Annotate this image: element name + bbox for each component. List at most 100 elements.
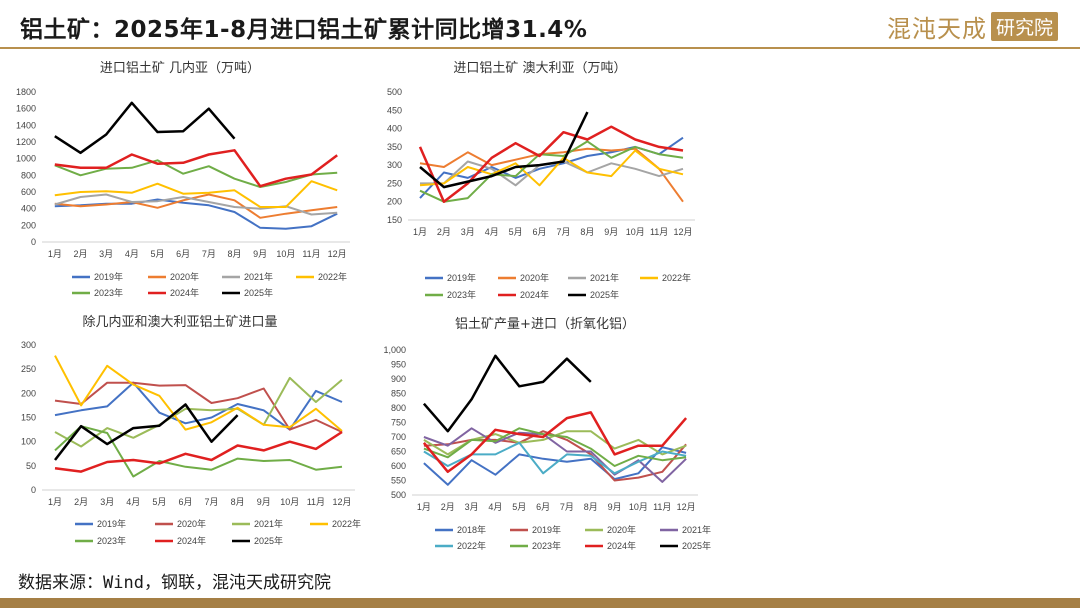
legend-label: 2020年 (607, 524, 636, 535)
x-tick-label: 9月 (253, 249, 267, 259)
y-tick-label: 1000 (16, 154, 36, 164)
series-line-2024年 (422, 411, 688, 474)
legend-label: 2019年 (97, 518, 126, 529)
y-tick-label: 600 (21, 187, 36, 197)
chart-title: 铝土矿产量+进口（折氧化铝） (455, 317, 635, 332)
x-tick-label: 11月 (650, 227, 668, 237)
x-tick-label: 5月 (152, 497, 166, 507)
series-line-2020年 (54, 381, 343, 433)
legend-label: 2025年 (244, 287, 273, 298)
x-tick-label: 1月 (48, 249, 62, 259)
legend-label: 2024年 (520, 289, 549, 300)
chart-title: 进口铝土矿 澳大利亚（万吨） (453, 60, 626, 76)
x-tick-label: 8月 (580, 227, 594, 237)
series-line-2023年 (419, 140, 684, 203)
y-tick-label: 750 (391, 418, 406, 428)
y-tick-label: 1,000 (383, 345, 406, 355)
y-tick-label: 700 (391, 432, 406, 442)
y-tick-label: 1200 (16, 137, 36, 147)
x-tick-label: 4月 (125, 249, 139, 259)
series-line-2021年 (54, 193, 338, 216)
logo-box-text: 研究院 (990, 11, 1058, 41)
legend-label: 2023年 (532, 540, 561, 551)
series-line-2023年 (54, 159, 338, 188)
chart-svg: 进口铝土矿 几内亚（万吨） 0 200 400 600 800 1000 1200 1400 16… (16, 60, 350, 298)
chart-title: 除几内亚和澳大利亚铝土矿进口量 (82, 314, 277, 330)
y-tick-label: 850 (391, 389, 406, 399)
legend-label: 2025年 (682, 540, 711, 551)
legend-label: 2019年 (447, 272, 476, 283)
legend-label: 2023年 (447, 289, 476, 300)
legend-label: 2021年 (244, 271, 273, 282)
chart-svg: 进口铝土矿 澳大利亚（万吨） 150 200 250 300 350 400 450 500 1月… (387, 60, 695, 300)
x-tick-label: 10月 (629, 502, 648, 512)
x-tick-label: 4月 (488, 502, 502, 512)
chart-title: 进口铝土矿 几内亚（万吨） (100, 60, 260, 76)
y-tick-label: 400 (387, 124, 402, 134)
x-tick-label: 9月 (257, 497, 271, 507)
y-tick-label: 1600 (16, 104, 36, 114)
x-tick-label: 3月 (461, 227, 475, 237)
series-line-2025年 (419, 111, 589, 189)
x-tick-label: 12月 (332, 497, 351, 507)
y-tick-label: 350 (387, 142, 402, 152)
series-line-2022年 (419, 149, 684, 187)
y-tick-label: 800 (391, 403, 406, 413)
x-tick-label: 3月 (465, 502, 479, 512)
legend-label: 2025年 (254, 535, 283, 546)
legend-label: 2020年 (177, 518, 206, 529)
y-tick-label: 100 (21, 437, 36, 447)
series-line-2025年 (422, 354, 592, 433)
legend-label: 2021年 (590, 272, 619, 283)
y-tick-label: 1800 (16, 87, 36, 97)
x-tick-label: 10月 (276, 249, 295, 259)
series-line-2022年 (54, 180, 338, 208)
series-line-2024年 (418, 125, 684, 203)
series-line-2019年 (423, 430, 687, 482)
x-tick-label: 12月 (677, 502, 696, 512)
y-tick-label: 400 (21, 204, 36, 214)
x-tick-label: 6月 (536, 502, 550, 512)
x-tick-label: 1月 (413, 227, 427, 237)
chart-australia-imports: 进口铝土矿 澳大利亚（万吨） 150 200 250 300 350 400 450 500 1月… (380, 52, 730, 302)
x-tick-label: 7月 (560, 502, 574, 512)
y-tick-label: 450 (387, 105, 402, 115)
series-line-2025年 (54, 403, 239, 461)
legend-label: 2020年 (170, 271, 199, 282)
y-tick-label: 300 (387, 160, 402, 170)
title-divider (0, 47, 1080, 49)
data-source: 数据来源：Wind，钢联，混沌天成研究院 (18, 573, 331, 593)
x-tick-label: 11月 (302, 249, 320, 259)
y-tick-label: 200 (387, 197, 402, 207)
x-tick-label: 6月 (533, 227, 547, 237)
y-tick-label: 800 (21, 170, 36, 180)
y-tick-label: 200 (21, 220, 36, 230)
y-tick-label: 300 (21, 340, 36, 350)
legend-label: 2022年 (457, 540, 486, 551)
x-tick-label: 11月 (307, 497, 325, 507)
x-tick-label: 3月 (100, 497, 114, 507)
x-tick-label: 3月 (99, 249, 113, 259)
y-tick-label: 0 (31, 237, 36, 247)
x-tick-label: 1月 (48, 497, 62, 507)
x-tick-label: 7月 (202, 249, 216, 259)
series-line-2024年 (54, 149, 338, 188)
series-line-2023年 (423, 427, 687, 467)
legend-label: 2021年 (254, 518, 283, 529)
legend-label: 2022年 (318, 271, 347, 282)
logo-text: 混沌天成 (886, 14, 987, 43)
y-tick-label: 600 (391, 461, 406, 471)
x-tick-label: 9月 (604, 227, 618, 237)
page-title: 铝土矿：2025年1-8月进口铝土矿累计同比增31.4% (20, 17, 588, 43)
x-tick-label: 1月 (417, 502, 431, 512)
x-tick-label: 6月 (176, 249, 190, 259)
x-tick-label: 9月 (608, 502, 622, 512)
y-tick-label: 250 (387, 178, 402, 188)
x-tick-label: 2月 (437, 227, 451, 237)
legend-label: 2019年 (94, 271, 123, 282)
legend-label: 2021年 (682, 524, 711, 535)
legend-label: 2022年 (332, 518, 361, 529)
y-tick-label: 900 (391, 374, 406, 384)
x-tick-label: 2月 (74, 497, 88, 507)
y-tick-label: 150 (21, 413, 36, 423)
